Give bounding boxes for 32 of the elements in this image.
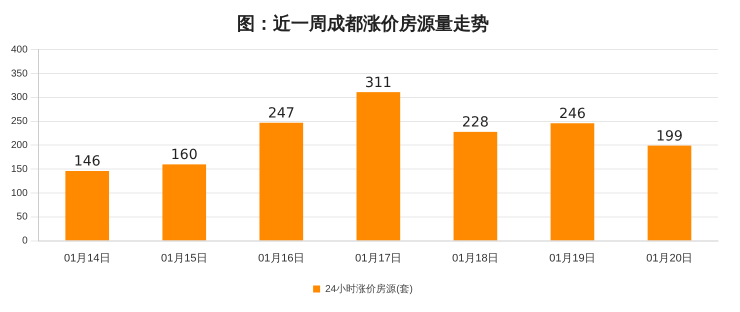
x-tick-label: 01月17日 <box>355 252 402 264</box>
y-tick-label: 250 <box>10 116 28 128</box>
x-tick-label: 01月19日 <box>549 252 596 264</box>
data-label: 311 <box>364 74 392 91</box>
data-label: 246 <box>559 106 586 122</box>
bar <box>550 123 594 240</box>
x-tick-label: 01月16日 <box>258 252 305 264</box>
y-tick-label: 400 <box>10 44 28 56</box>
data-label: 199 <box>656 128 683 144</box>
bar <box>648 146 692 240</box>
x-tick-label: 01月20日 <box>646 252 693 264</box>
y-tick-label: 50 <box>16 212 28 223</box>
y-tick-label: 0 <box>22 236 28 247</box>
data-label: 160 <box>170 146 198 163</box>
x-tick-label: 01月18日 <box>452 252 499 264</box>
y-tick-label: 100 <box>10 188 28 199</box>
y-tick-label: 350 <box>10 68 28 80</box>
x-tick-label: 01月15日 <box>161 252 208 264</box>
bar <box>454 132 498 240</box>
data-label: 228 <box>462 114 489 130</box>
data-label: 146 <box>74 154 101 170</box>
legend-label: 24小时涨价房源(套) <box>325 282 413 295</box>
bar <box>356 92 400 240</box>
y-tick-label: 150 <box>10 164 28 175</box>
data-label: 247 <box>268 105 295 122</box>
y-tick-label: 200 <box>10 140 28 151</box>
bar <box>162 164 206 240</box>
chart-title: 图：近一周成都涨价房源量走势 <box>237 13 489 34</box>
x-tick-label: 01月14日 <box>64 252 110 264</box>
bar <box>65 171 110 240</box>
y-tick-label: 300 <box>10 92 28 104</box>
bar <box>259 122 304 240</box>
